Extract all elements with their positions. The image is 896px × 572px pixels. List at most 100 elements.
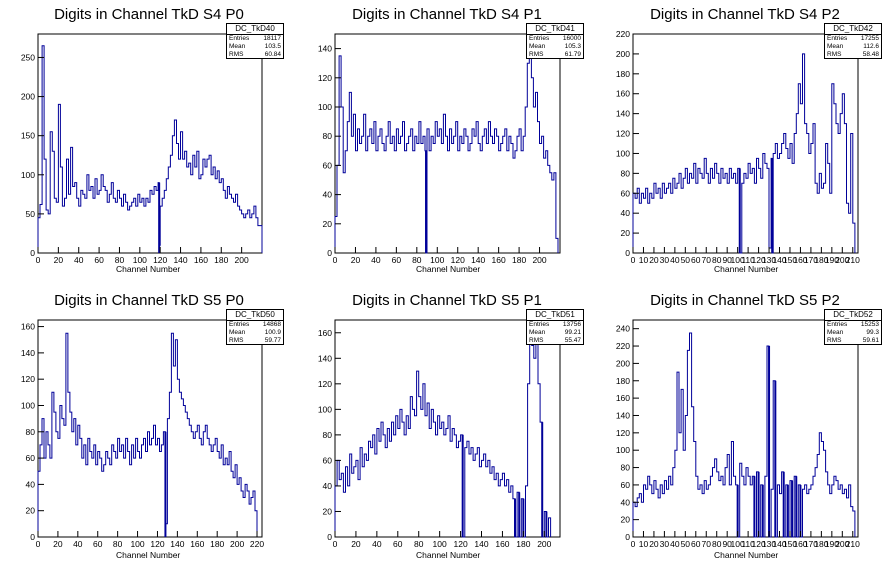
x-tick-label: 60	[691, 539, 701, 549]
x-tick-label: 160	[793, 255, 807, 265]
y-tick-label: 100	[318, 404, 332, 414]
y-tick-label: 60	[323, 455, 333, 465]
stats-box: DC_TkD40 Entries 18117 Mean 103.5 RMS 60.84	[226, 23, 284, 59]
stats-box: DC_TkD41 Entries 16000 Mean 105.3 RMS 61.79	[526, 23, 584, 59]
x-tick-label: 120	[153, 255, 167, 265]
y-tick-label: 40	[621, 208, 631, 218]
histogram-panel-s5-p2: Digits in Channel TkD S5 P2 0 20 40 60 80 100…	[596, 286, 894, 572]
y-tick-label: 160	[21, 322, 35, 332]
x-tick-label: 20	[649, 539, 659, 549]
x-tick-label: 160	[194, 255, 208, 265]
chart-title: Digits in Channel TkD S4 P1	[352, 6, 542, 23]
histogram-panel-s5-p0: Digits in Channel TkD S5 P0 0 20 40 60 80 100…	[0, 286, 298, 572]
stats-rms: 59.61	[862, 337, 879, 344]
chart-title: Digits in Channel TkD S4 P2	[650, 6, 840, 23]
x-tick-label: 60	[393, 539, 403, 549]
y-tick-label: 200	[616, 358, 630, 368]
plot-frame	[334, 319, 561, 538]
stats-entries: 14868	[262, 321, 281, 328]
x-tick-label: 20	[351, 539, 361, 549]
x-tick-label: 60	[691, 255, 701, 265]
y-tick-label: 60	[621, 480, 631, 490]
x-tick-label: 100	[133, 255, 147, 265]
stats-name: DC_TkD52	[825, 310, 881, 321]
stats-mean: 100.9	[264, 329, 281, 336]
histogram-plot: 0 50 100 150 200 250 0 20 40 60 80 100 120 140 160 180 2…	[21, 33, 263, 265]
y-tick-label: 40	[26, 479, 36, 489]
x-tick-label: 100	[430, 255, 444, 265]
stats-box: DC_TkD52 Entries 15253 Mean 99.3 RMS 59.61	[824, 309, 882, 345]
x-tick-label: 0	[631, 539, 636, 549]
x-tick-label: 100	[433, 539, 447, 549]
y-tick-label: 60	[621, 188, 631, 198]
y-tick-label: 80	[323, 430, 333, 440]
stats-rms: 58.48	[862, 51, 879, 58]
y-tick-label: 220	[616, 29, 630, 39]
stats-entries: 15253	[860, 321, 879, 328]
histogram-panel-s4-p0: Digits in Channel TkD S4 P0 0 50 100 150 200…	[0, 0, 298, 286]
stats-entries: 18117	[263, 35, 281, 42]
stats-mean: 105.3	[564, 43, 581, 50]
x-tick-label: 140	[474, 539, 488, 549]
stats-mean: 99.21	[564, 329, 581, 336]
x-tick-label: 150	[783, 255, 797, 265]
x-tick-label: 170	[804, 255, 818, 265]
x-tick-label: 20	[351, 255, 361, 265]
x-tick-label: 180	[814, 539, 828, 549]
x-tick-label: 120	[451, 255, 465, 265]
x-tick-label: 80	[412, 255, 422, 265]
y-tick-label: 20	[323, 506, 333, 516]
stats-box: DC_TkD51 Entries 13756 Mean 99.21 RMS 55.47	[526, 309, 584, 345]
x-axis-label: Channel Number	[116, 550, 181, 560]
stats-entries: 16000	[562, 35, 581, 42]
x-tick-label: 80	[712, 539, 722, 549]
y-tick-label: 0	[625, 532, 630, 542]
x-tick-label: 0	[333, 255, 338, 265]
plot-frame	[632, 33, 859, 254]
x-axis-label: Channel Number	[116, 264, 181, 274]
histogram-plot: 0 20 40 60 80 100 120 140 0 20 40 60 80 100 120 140 160 1…	[318, 33, 561, 265]
stats-mean: 103.5	[264, 43, 281, 50]
x-tick-label: 220	[250, 539, 264, 549]
x-tick-label: 120	[453, 539, 467, 549]
x-tick-label: 20	[54, 255, 64, 265]
y-tick-label: 20	[323, 219, 333, 229]
x-tick-label: 200	[235, 255, 249, 265]
x-tick-label: 70	[702, 539, 712, 549]
chart-title: Digits in Channel TkD S5 P1	[352, 292, 542, 309]
y-tick-label: 160	[616, 89, 630, 99]
x-tick-label: 60	[94, 255, 104, 265]
plot-frame	[37, 319, 263, 538]
x-tick-label: 80	[712, 255, 722, 265]
x-tick-label: 110	[741, 539, 755, 549]
y-tick-label: 20	[26, 506, 36, 516]
x-tick-label: 200	[537, 539, 551, 549]
y-tick-label: 60	[26, 453, 36, 463]
y-tick-label: 80	[323, 131, 333, 141]
y-tick-label: 60	[323, 160, 333, 170]
y-tick-label: 100	[616, 445, 630, 455]
y-tick-label: 250	[21, 52, 35, 62]
x-tick-label: 140	[173, 255, 187, 265]
x-tick-label: 170	[804, 539, 818, 549]
chart-title: Digits in Channel TkD S5 P2	[650, 292, 840, 309]
y-tick-label: 0	[327, 532, 332, 542]
x-tick-label: 180	[814, 255, 828, 265]
histogram-plot: 0 20 40 60 80 100 120 140 160 0 20 40 60 80 100 120 140 1…	[318, 319, 561, 549]
y-tick-label: 120	[616, 129, 630, 139]
y-tick-label: 180	[616, 376, 630, 386]
x-tick-label: 130	[762, 255, 776, 265]
x-tick-label: 80	[113, 539, 123, 549]
x-tick-label: 90	[722, 539, 732, 549]
y-tick-label: 120	[318, 73, 332, 83]
x-axis-label: Channel Number	[714, 550, 779, 560]
y-tick-label: 180	[616, 69, 630, 79]
y-tick-label: 220	[616, 341, 630, 351]
x-tick-label: 160	[190, 539, 204, 549]
histogram-series	[632, 53, 856, 254]
y-tick-label: 200	[616, 49, 630, 59]
x-tick-label: 10	[639, 539, 649, 549]
x-tick-label: 40	[73, 539, 83, 549]
x-tick-label: 210	[846, 539, 860, 549]
